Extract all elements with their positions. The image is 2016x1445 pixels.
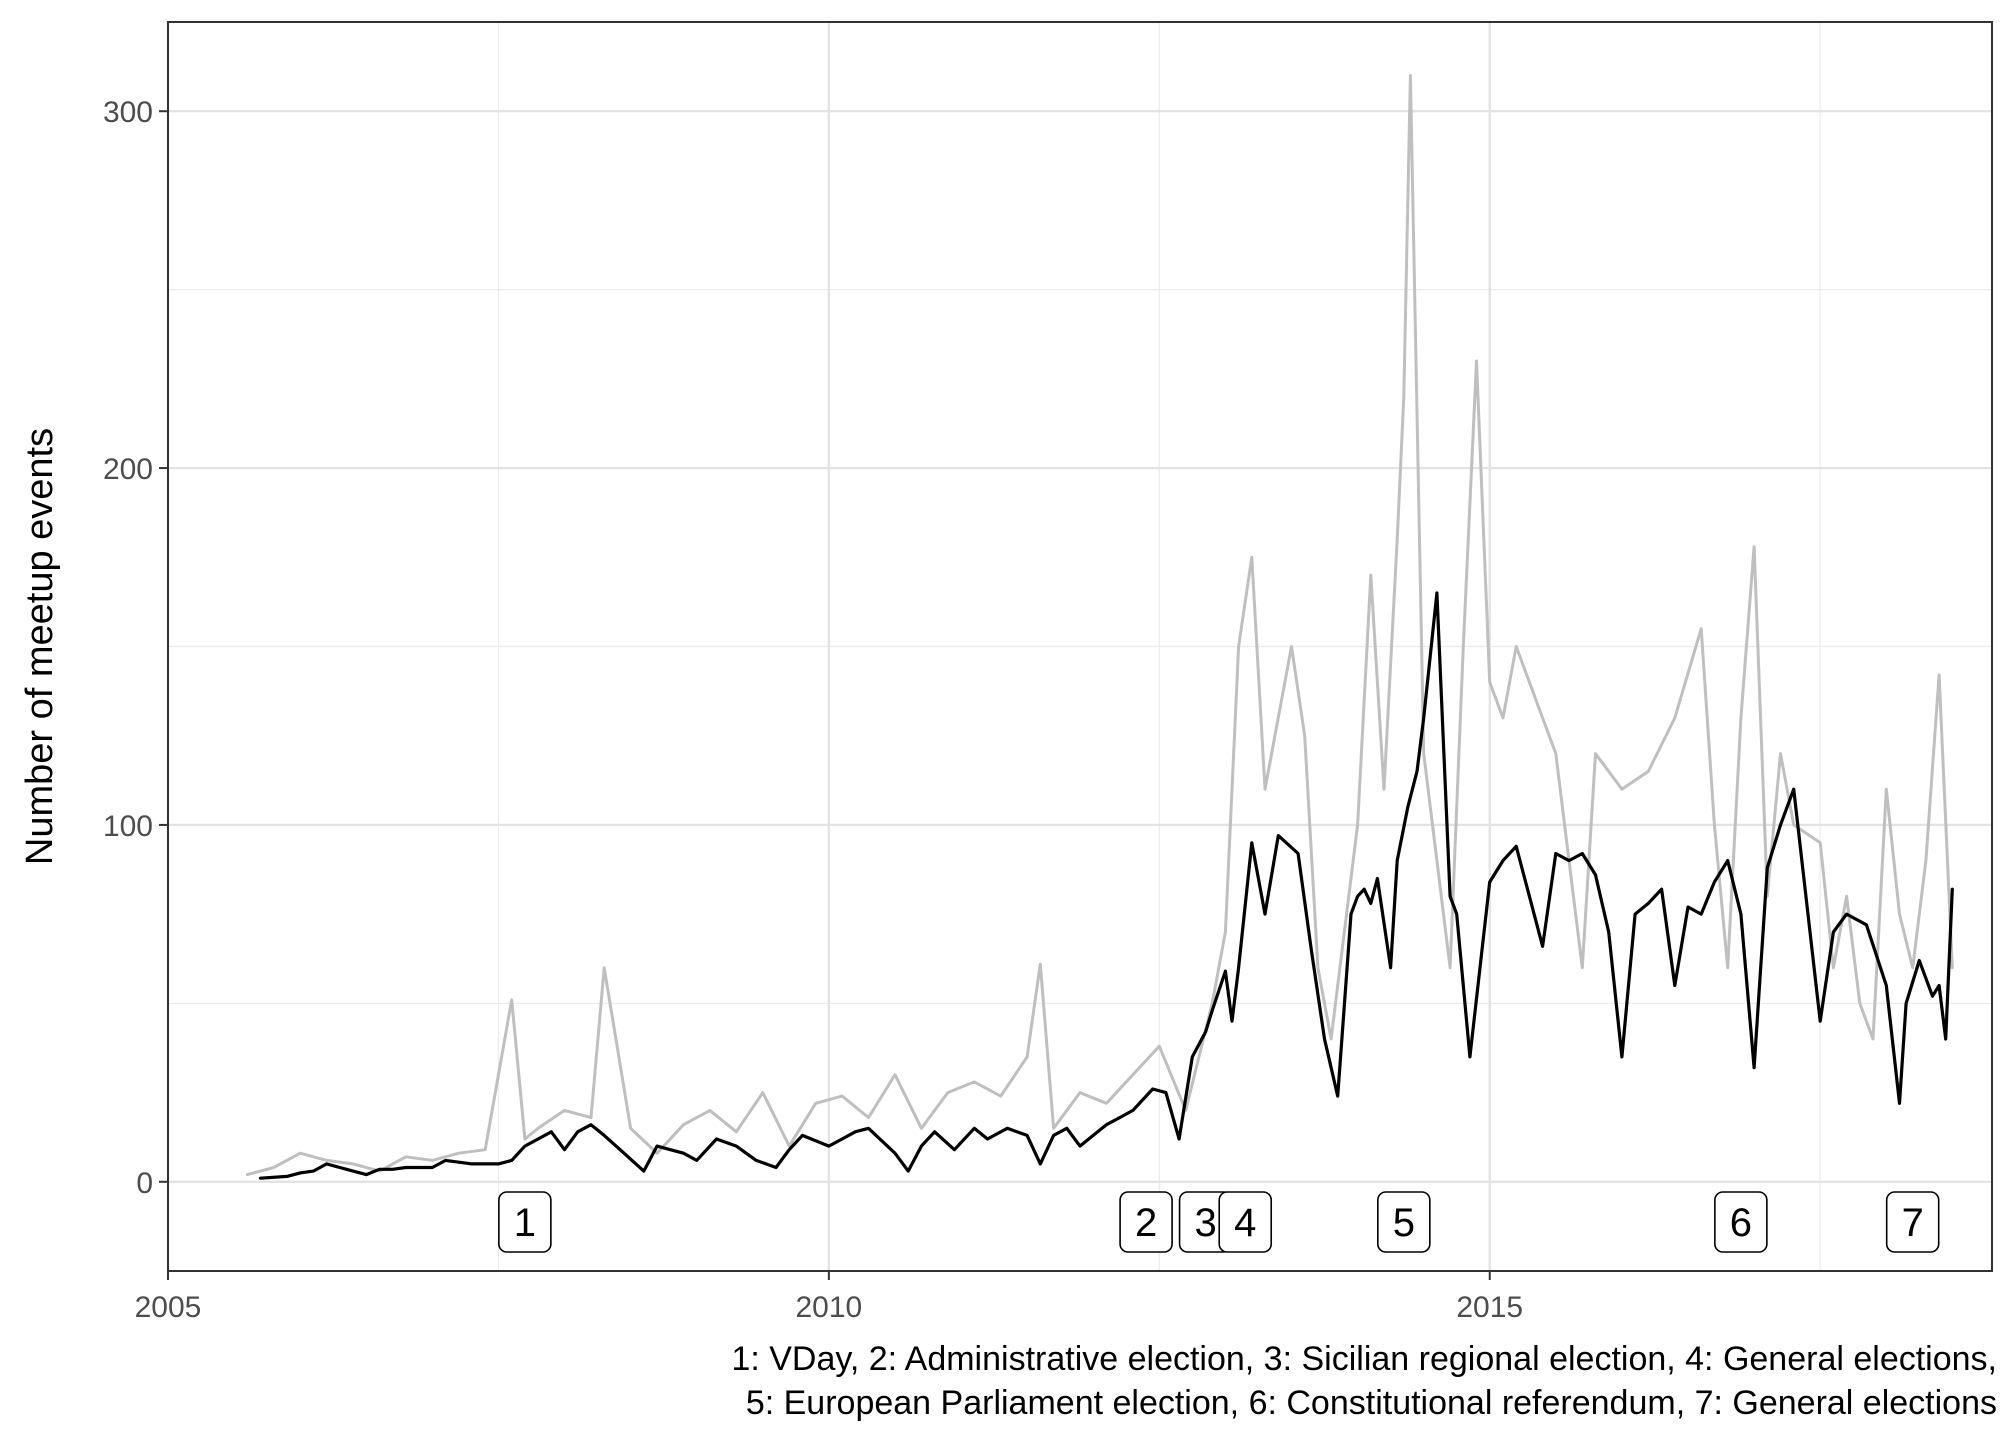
annotation-label: 7 — [1902, 1201, 1924, 1245]
y-tick-label: 300 — [103, 96, 153, 129]
annotation-label: 4 — [1234, 1201, 1256, 1245]
annotation-label: 2 — [1135, 1201, 1157, 1245]
y-tick-label: 100 — [103, 810, 153, 843]
annotation-label: 3 — [1194, 1201, 1216, 1245]
y-tick-label: 200 — [103, 453, 153, 486]
y-tick-label: 0 — [136, 1167, 153, 1200]
annotation-label: 1 — [514, 1201, 536, 1245]
y-axis-label: Number of meetup events — [19, 428, 61, 865]
annotation-label: 6 — [1730, 1201, 1752, 1245]
x-tick-label: 2010 — [795, 1291, 862, 1324]
caption-line-2: 5: European Parliament election, 6: Cons… — [746, 1384, 1997, 1422]
annotation-label: 5 — [1393, 1201, 1415, 1245]
x-tick-label: 2015 — [1456, 1291, 1523, 1324]
caption-line-1: 1: VDay, 2: Administrative election, 3: … — [731, 1340, 1997, 1378]
x-tick-label: 2005 — [135, 1291, 202, 1324]
